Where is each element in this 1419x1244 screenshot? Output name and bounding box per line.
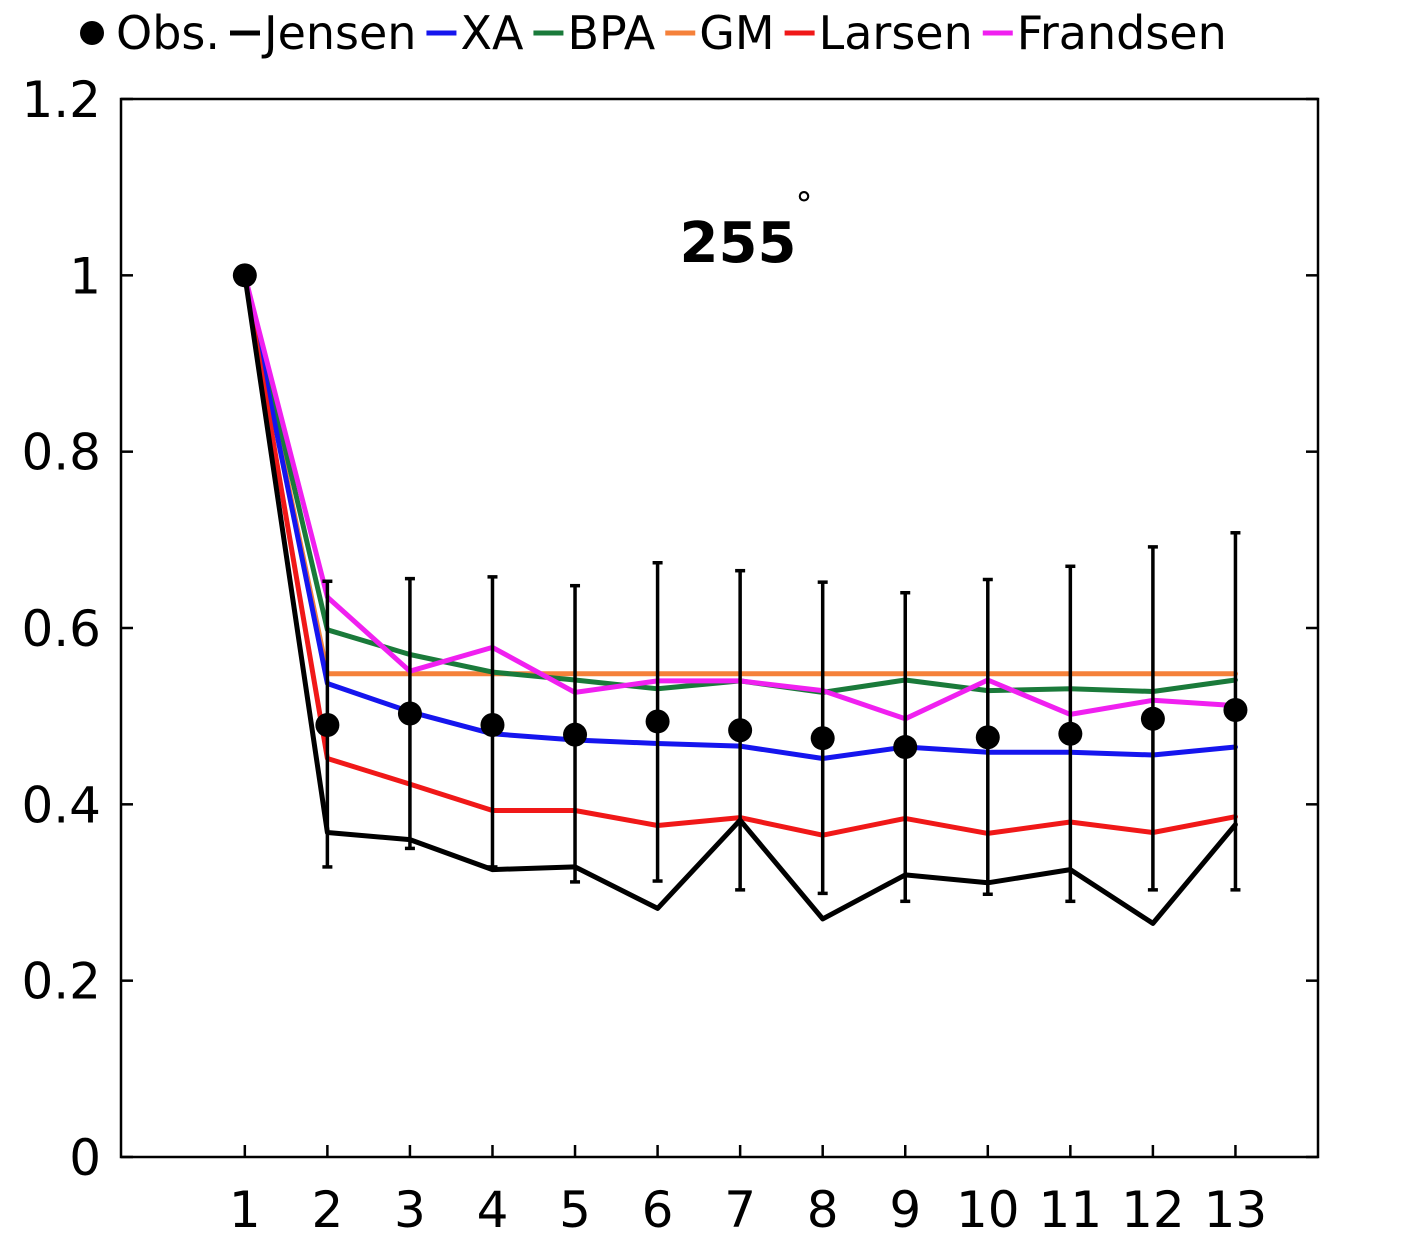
- observation-points: [232, 263, 1248, 760]
- x-tick-label: 7: [724, 1181, 756, 1239]
- observation-point: [728, 718, 753, 743]
- y-tick-label: 0.8: [21, 424, 101, 482]
- legend-label: XA: [460, 6, 524, 60]
- legend: Obs. Jensen XA BPA GM Larsen Frandsen: [80, 6, 1227, 60]
- y-tick-label: 0: [69, 1129, 101, 1187]
- x-tick-label: 3: [394, 1181, 426, 1239]
- x-tick-label: 11: [1039, 1181, 1103, 1239]
- x-tick-label: 13: [1204, 1181, 1268, 1239]
- legend-label: GM: [699, 6, 774, 60]
- y-tick-label: 0.6: [21, 600, 101, 658]
- y-tick-label: 0.2: [21, 953, 101, 1011]
- observation-point: [645, 709, 670, 734]
- observation-point: [397, 701, 422, 726]
- x-tick-label: 1: [229, 1181, 261, 1239]
- panel-title: 255: [680, 211, 797, 276]
- observation-point: [315, 712, 340, 737]
- observation-point: [1058, 721, 1083, 746]
- x-tick-label: 2: [311, 1181, 343, 1239]
- observation-point: [810, 726, 835, 751]
- x-tick-label: 12: [1121, 1181, 1185, 1239]
- legend-label: BPA: [567, 6, 655, 60]
- observation-point: [232, 263, 257, 288]
- y-tick-label: 1: [69, 247, 101, 305]
- legend-item-bpa: BPA: [533, 6, 656, 60]
- legend-item-jensen: Jensen: [230, 6, 416, 60]
- y-axis: 0 0.2 0.4 0.6 0.8 1 1.2: [21, 71, 1318, 1187]
- observation-point: [893, 735, 918, 760]
- legend-item-frandsen: Frandsen: [982, 6, 1227, 60]
- legend-item-obs: Obs.: [80, 6, 220, 60]
- x-tick-label: 6: [642, 1181, 674, 1239]
- legend-item-larsen: Larsen: [784, 6, 973, 60]
- observation-point: [480, 712, 505, 737]
- observation-point: [1140, 706, 1165, 731]
- x-tick-label: 8: [807, 1181, 839, 1239]
- x-axis: 1 2 3 4 5 6 7 8 9 10 11 12 13: [229, 1145, 1267, 1239]
- legend-label: Frandsen: [1017, 6, 1227, 60]
- x-tick-label: 5: [559, 1181, 591, 1239]
- observation-point: [563, 722, 588, 747]
- legend-item-gm: GM: [665, 6, 775, 60]
- x-tick-label: 10: [956, 1181, 1020, 1239]
- y-tick-label: 0.4: [21, 776, 101, 834]
- legend-item-xa: XA: [426, 6, 524, 60]
- legend-marker-dot: [80, 21, 104, 45]
- legend-label: Obs.: [116, 6, 220, 60]
- y-tick-label: 1.2: [21, 71, 101, 129]
- panel-title-degree: °: [796, 185, 813, 225]
- observation-point: [1223, 697, 1248, 722]
- legend-label: Larsen: [819, 6, 973, 60]
- x-tick-label: 9: [889, 1181, 921, 1239]
- x-tick-label: 4: [477, 1181, 509, 1239]
- legend-label: Jensen: [261, 6, 416, 60]
- observation-point: [975, 725, 1000, 750]
